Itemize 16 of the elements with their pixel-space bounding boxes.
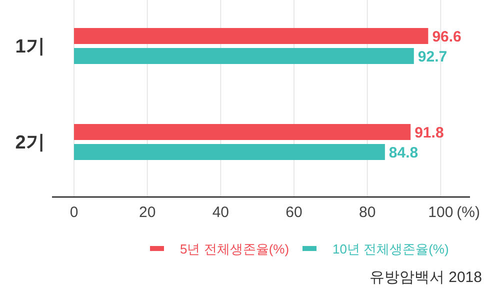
- x-tick-label: 0: [70, 204, 78, 221]
- x-tick-label: 80: [358, 204, 376, 221]
- data-label: 84.8: [388, 144, 418, 162]
- data-label: 91.8: [414, 124, 444, 142]
- y-tick-label: 2기: [15, 132, 45, 154]
- legend-label: 5년 전체생존율(%): [180, 242, 290, 257]
- data-label: 96.6: [432, 28, 462, 46]
- x-tick-label: 100: [428, 204, 454, 221]
- x-tick-label: 60: [286, 204, 302, 221]
- x-axis-title: (%): [456, 204, 480, 221]
- x-tick-label: 40: [212, 204, 230, 221]
- data-label: 92.7: [418, 48, 448, 66]
- y-tick-label: 1기: [15, 36, 45, 58]
- x-tick-label: 20: [138, 204, 156, 221]
- legend-label: 10년 전체생존율(%): [332, 242, 449, 257]
- text: 유방암백서 2018: [369, 269, 482, 286]
